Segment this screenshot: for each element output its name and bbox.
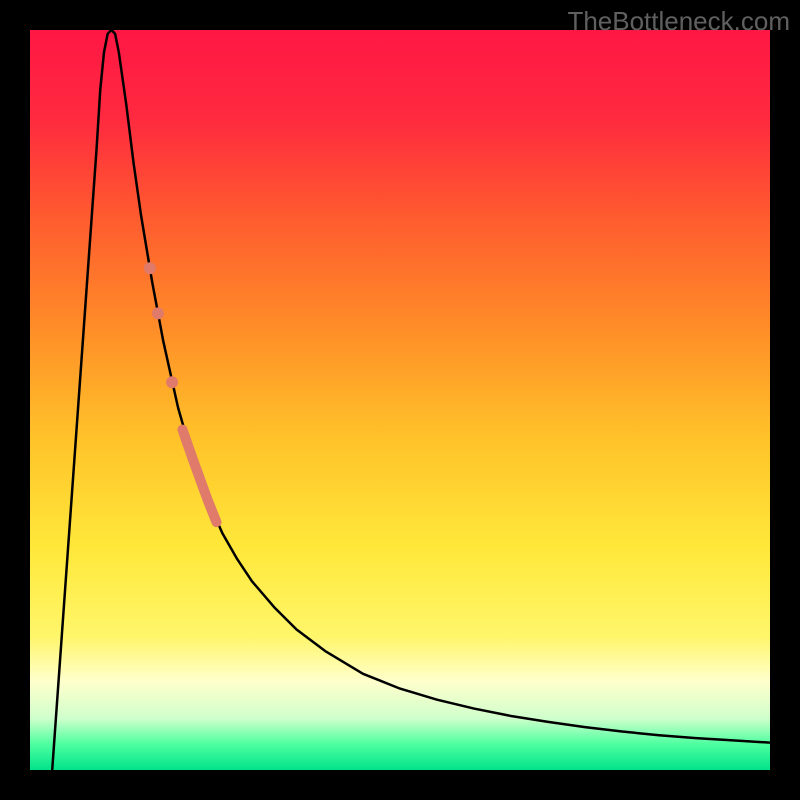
watermark-text: TheBottleneck.com: [567, 6, 790, 37]
highlight-dot: [144, 262, 156, 274]
highlight-dot: [152, 307, 164, 319]
plot-area: [30, 30, 770, 770]
chart-svg: [30, 30, 770, 770]
chart-container: TheBottleneck.com: [0, 0, 800, 800]
gradient-background: [30, 30, 770, 770]
highlight-dot: [166, 376, 178, 388]
